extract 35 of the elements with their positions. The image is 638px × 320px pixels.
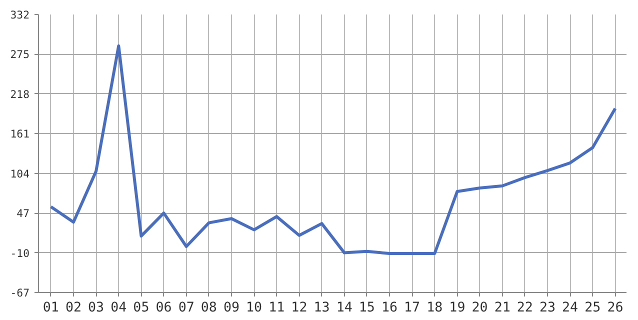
y-tick-label: -67 <box>10 286 30 300</box>
x-tick-label: 21 <box>494 300 510 316</box>
y-tick-label: -10 <box>10 246 30 260</box>
x-tick-label: 09 <box>223 300 240 316</box>
x-tick-label: 04 <box>110 300 127 316</box>
y-tick-label: 104 <box>10 167 30 180</box>
x-tick-label: 26 <box>607 300 624 316</box>
x-tick-label: 01 <box>42 300 59 316</box>
x-tick-label: 08 <box>200 300 217 316</box>
x-tick-label: 03 <box>88 300 104 316</box>
x-tick-label: 12 <box>291 300 308 316</box>
x-tick-label: 22 <box>516 300 533 316</box>
x-tick-label: 18 <box>426 300 443 316</box>
x-tick-label: 02 <box>65 300 82 316</box>
y-tick-label: 161 <box>10 128 30 141</box>
y-tick-label: 218 <box>10 88 30 101</box>
x-tick-label: 15 <box>358 300 375 316</box>
x-tick-label: 14 <box>336 300 352 316</box>
y-tick-label: 47 <box>16 207 30 220</box>
x-tick-label: 16 <box>381 300 398 316</box>
x-tick-label: 06 <box>156 300 172 316</box>
x-tick-label: 23 <box>539 300 556 316</box>
x-tick-label: 11 <box>268 300 285 316</box>
x-tick-label: 07 <box>178 300 194 316</box>
x-tick-label: 20 <box>472 300 488 316</box>
x-tick-label: 25 <box>584 300 601 316</box>
x-tick-label: 17 <box>404 300 420 316</box>
x-tick-label: 10 <box>246 300 262 316</box>
x-tick-label: 19 <box>449 300 466 316</box>
y-tick-label: 332 <box>10 8 30 22</box>
x-tick-label: 13 <box>314 300 330 316</box>
x-tick-label: 24 <box>562 300 578 316</box>
x-tick-label: 05 <box>133 300 150 316</box>
y-tick-label: 275 <box>10 48 30 62</box>
line-series <box>49 44 617 255</box>
